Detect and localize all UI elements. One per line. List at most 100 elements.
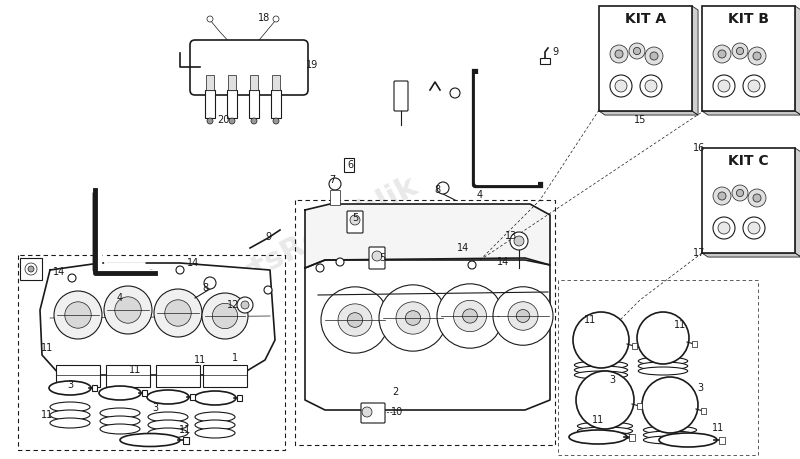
Ellipse shape (379, 285, 447, 351)
Text: 1: 1 (232, 353, 238, 363)
Text: 11: 11 (194, 355, 206, 365)
FancyBboxPatch shape (702, 148, 795, 253)
Ellipse shape (574, 366, 628, 374)
Circle shape (264, 286, 272, 294)
Circle shape (743, 75, 765, 97)
Ellipse shape (578, 422, 633, 430)
Ellipse shape (338, 304, 372, 336)
Text: 11: 11 (179, 425, 191, 435)
Ellipse shape (99, 386, 141, 400)
FancyBboxPatch shape (330, 190, 340, 205)
Text: 11: 11 (41, 343, 53, 353)
Circle shape (645, 47, 663, 65)
FancyBboxPatch shape (347, 211, 363, 233)
FancyBboxPatch shape (237, 395, 242, 401)
Polygon shape (702, 253, 800, 257)
Circle shape (736, 47, 744, 55)
Ellipse shape (643, 436, 697, 444)
Circle shape (642, 377, 698, 433)
Circle shape (437, 182, 449, 194)
Ellipse shape (638, 357, 688, 365)
Circle shape (718, 50, 726, 58)
FancyBboxPatch shape (56, 365, 100, 387)
Circle shape (350, 215, 360, 225)
Circle shape (241, 301, 249, 309)
Circle shape (251, 118, 257, 124)
Circle shape (610, 45, 628, 63)
Circle shape (640, 75, 662, 97)
Circle shape (165, 300, 191, 326)
FancyBboxPatch shape (271, 90, 281, 118)
Text: PartsRepublik: PartsRepublik (197, 171, 423, 309)
Text: 4: 4 (117, 293, 123, 303)
Circle shape (645, 80, 657, 92)
Circle shape (207, 16, 213, 22)
Circle shape (615, 80, 627, 92)
Text: 15: 15 (634, 115, 646, 125)
Circle shape (362, 407, 372, 417)
Ellipse shape (100, 424, 140, 434)
FancyBboxPatch shape (692, 341, 697, 347)
Ellipse shape (100, 408, 140, 418)
FancyBboxPatch shape (205, 90, 215, 118)
FancyBboxPatch shape (92, 385, 97, 391)
Text: 7: 7 (329, 175, 335, 185)
FancyBboxPatch shape (203, 365, 247, 387)
FancyBboxPatch shape (344, 158, 354, 172)
Circle shape (748, 189, 766, 207)
Text: 11: 11 (41, 410, 53, 420)
FancyBboxPatch shape (632, 343, 637, 349)
Text: 6: 6 (347, 160, 353, 170)
Ellipse shape (148, 412, 188, 422)
Polygon shape (40, 263, 275, 375)
Text: 14: 14 (187, 258, 199, 268)
Ellipse shape (120, 433, 180, 447)
Text: 12: 12 (227, 300, 239, 310)
Text: 5: 5 (379, 253, 385, 263)
Circle shape (753, 194, 761, 202)
Circle shape (468, 261, 476, 269)
Circle shape (718, 222, 730, 234)
FancyBboxPatch shape (228, 75, 236, 90)
Text: 3: 3 (152, 403, 158, 413)
Circle shape (336, 258, 344, 266)
Text: 11: 11 (712, 423, 724, 433)
Circle shape (212, 303, 238, 329)
Circle shape (273, 16, 279, 22)
Ellipse shape (643, 431, 697, 439)
Circle shape (229, 118, 235, 124)
Ellipse shape (100, 416, 140, 426)
Ellipse shape (462, 309, 478, 323)
FancyBboxPatch shape (183, 437, 189, 444)
Text: 4: 4 (477, 190, 483, 200)
Text: 20: 20 (217, 115, 229, 125)
Circle shape (713, 75, 735, 97)
Circle shape (629, 43, 645, 59)
Text: 14: 14 (53, 267, 65, 277)
Circle shape (204, 277, 216, 289)
Ellipse shape (574, 361, 628, 369)
Circle shape (718, 192, 726, 200)
Circle shape (28, 266, 34, 272)
FancyBboxPatch shape (142, 390, 147, 396)
Polygon shape (305, 260, 550, 410)
Text: 8: 8 (202, 283, 208, 293)
Ellipse shape (516, 309, 530, 323)
FancyBboxPatch shape (190, 394, 195, 400)
Circle shape (576, 371, 634, 429)
Circle shape (718, 80, 730, 92)
FancyBboxPatch shape (106, 365, 150, 387)
Text: KIT A: KIT A (625, 12, 666, 26)
Ellipse shape (578, 432, 633, 440)
Circle shape (732, 185, 748, 201)
Circle shape (650, 52, 658, 60)
Circle shape (637, 312, 689, 364)
Polygon shape (795, 148, 800, 257)
Ellipse shape (347, 313, 362, 327)
Ellipse shape (643, 426, 697, 434)
Text: KIT B: KIT B (728, 12, 769, 26)
Ellipse shape (574, 371, 628, 379)
Ellipse shape (578, 427, 633, 435)
Text: 9: 9 (552, 47, 558, 57)
Ellipse shape (195, 428, 235, 438)
